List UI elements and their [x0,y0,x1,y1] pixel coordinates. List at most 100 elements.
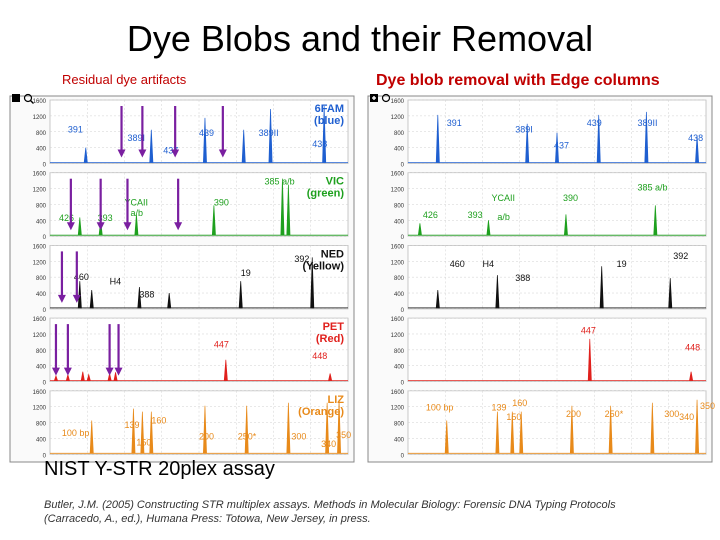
peak [653,205,658,236]
peak [486,220,491,236]
peak-label: 100 bp [62,428,90,438]
peak [286,184,291,236]
peak [223,359,228,381]
y-tick-label: 1200 [391,333,405,339]
peak-label: 139 [491,403,506,413]
dye-label: (Red) [316,333,344,345]
dye-blob-arrowhead [171,149,180,158]
peak [519,411,524,454]
peak [435,290,440,309]
peak-label: 300 [664,409,679,419]
peak [310,257,315,309]
y-tick-label: 800 [36,349,47,355]
peak [417,223,422,236]
page-title: Dye Blobs and their Removal [126,18,594,59]
peak-label: 19 [617,259,627,269]
zoom-icon-handle [30,100,34,104]
peak-label: 389I [127,133,145,143]
y-tick-label: 1600 [33,244,47,250]
left-chart-heading: Residual dye artifacts [62,72,187,87]
y-tick-label: 1600 [33,172,47,178]
y-tick-label: 800 [394,276,405,282]
peak [113,372,118,381]
dye-label: NED [321,248,344,260]
y-tick-label: 1600 [391,99,405,105]
peak-label: 448 [685,343,700,353]
peak [202,405,207,454]
peak-label: H4 [483,259,495,269]
dye-blob-arrowhead [174,222,183,231]
peak-label: 390 [214,197,229,207]
y-tick-label: 1600 [33,390,47,396]
peak [495,275,500,309]
dye-blob-arrowhead [66,222,75,231]
peak [510,411,515,454]
y-tick-label: 0 [43,453,47,459]
peak-label: 426 [423,210,438,220]
peak-label: 300 [291,431,306,441]
y-tick-label: 800 [36,276,47,282]
peak [241,129,246,163]
peak-label: 460 [74,272,89,282]
peak [86,373,91,381]
peak [695,135,700,163]
y-tick-label: 1200 [391,260,405,266]
peak-label: 250* [238,431,257,441]
dye-blob-arrowhead [218,149,227,158]
y-tick-label: 0 [43,308,47,314]
peak-label: 340 [679,412,694,422]
peak-label: 350 [336,430,351,440]
citation-line-1: Butler, J.M. (2005) Constructing STR mul… [44,499,616,511]
peak [238,281,243,309]
zoom-icon-box [12,94,20,102]
peak-label: 150 [136,438,151,448]
peak [644,111,649,163]
peak-label: 250* [605,409,624,419]
peak [65,373,70,381]
right-chart-heading: Dye blob removal with Edge columns [376,72,660,89]
peak-label: 200 [199,431,214,441]
peak [337,399,342,454]
peak-label: 160 [151,415,166,425]
peak-label: YCAII [491,193,515,203]
peak [695,399,700,454]
peak [280,178,285,236]
y-tick-label: 0 [401,163,405,169]
y-tick-label: 800 [394,203,405,209]
dye-blob-arrowhead [138,149,147,158]
peak-label: 388 [515,273,530,283]
peak [244,405,249,454]
y-tick-label: 800 [394,422,405,428]
y-tick-label: 1200 [33,188,47,194]
y-tick-label: 800 [394,131,405,137]
peak-label: 19 [241,268,251,278]
peak-label: 437 [554,140,569,150]
y-tick-label: 0 [43,381,47,387]
peak-label: 392 [294,254,309,264]
panel-yellow: 1600 1200 800 400 0 460 H4 388 19 392 [391,244,707,314]
dye-blob-arrowhead [72,294,81,303]
dye-blob-arrowhead [96,222,105,231]
peak [328,373,333,381]
peak [435,114,440,163]
y-tick-label: 800 [394,349,405,355]
peak [211,205,216,236]
y-tick-label: 1600 [33,317,47,323]
peak-label: 439 [587,118,602,128]
peak [89,290,94,309]
peak [650,402,655,454]
y-tick-label: 1200 [33,260,47,266]
y-tick-label: 400 [36,292,47,298]
panel-blue: 1600 1200 800 400 0 391 389I 437 439 389II 438 6FAM… [33,99,349,169]
y-tick-label: 0 [43,235,47,241]
assay-caption: NIST Y-STR 20plex assay [44,458,275,480]
peak-label: 385 a/b [265,176,295,186]
peak-label: 460 [450,259,465,269]
peak [268,108,273,163]
y-tick-label: 1600 [391,317,405,323]
y-tick-label: 0 [43,163,47,169]
peak-label: 139 [125,420,140,430]
y-tick-label: 800 [36,203,47,209]
peak [107,373,112,381]
